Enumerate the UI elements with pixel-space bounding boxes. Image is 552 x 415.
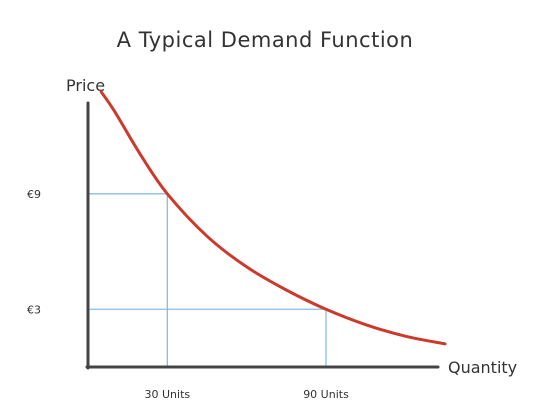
chart-title: A Typical Demand Function xyxy=(117,28,414,52)
x-tick-label-2: 90 Units xyxy=(303,388,349,401)
axes xyxy=(85,101,440,370)
tick-labels: 30 Units 90 Units €9 €3 xyxy=(27,188,349,401)
y-tick-label-2: €3 xyxy=(27,303,41,316)
reference-lines xyxy=(88,193,327,367)
x-axis-label: Quantity xyxy=(448,358,517,377)
y-tick-label-1: €9 xyxy=(27,188,41,201)
x-tick-label-1: 30 Units xyxy=(145,388,191,401)
demand-curve xyxy=(99,90,447,346)
y-axis-label: Price xyxy=(66,76,105,95)
demand-curve-layer xyxy=(99,90,447,346)
